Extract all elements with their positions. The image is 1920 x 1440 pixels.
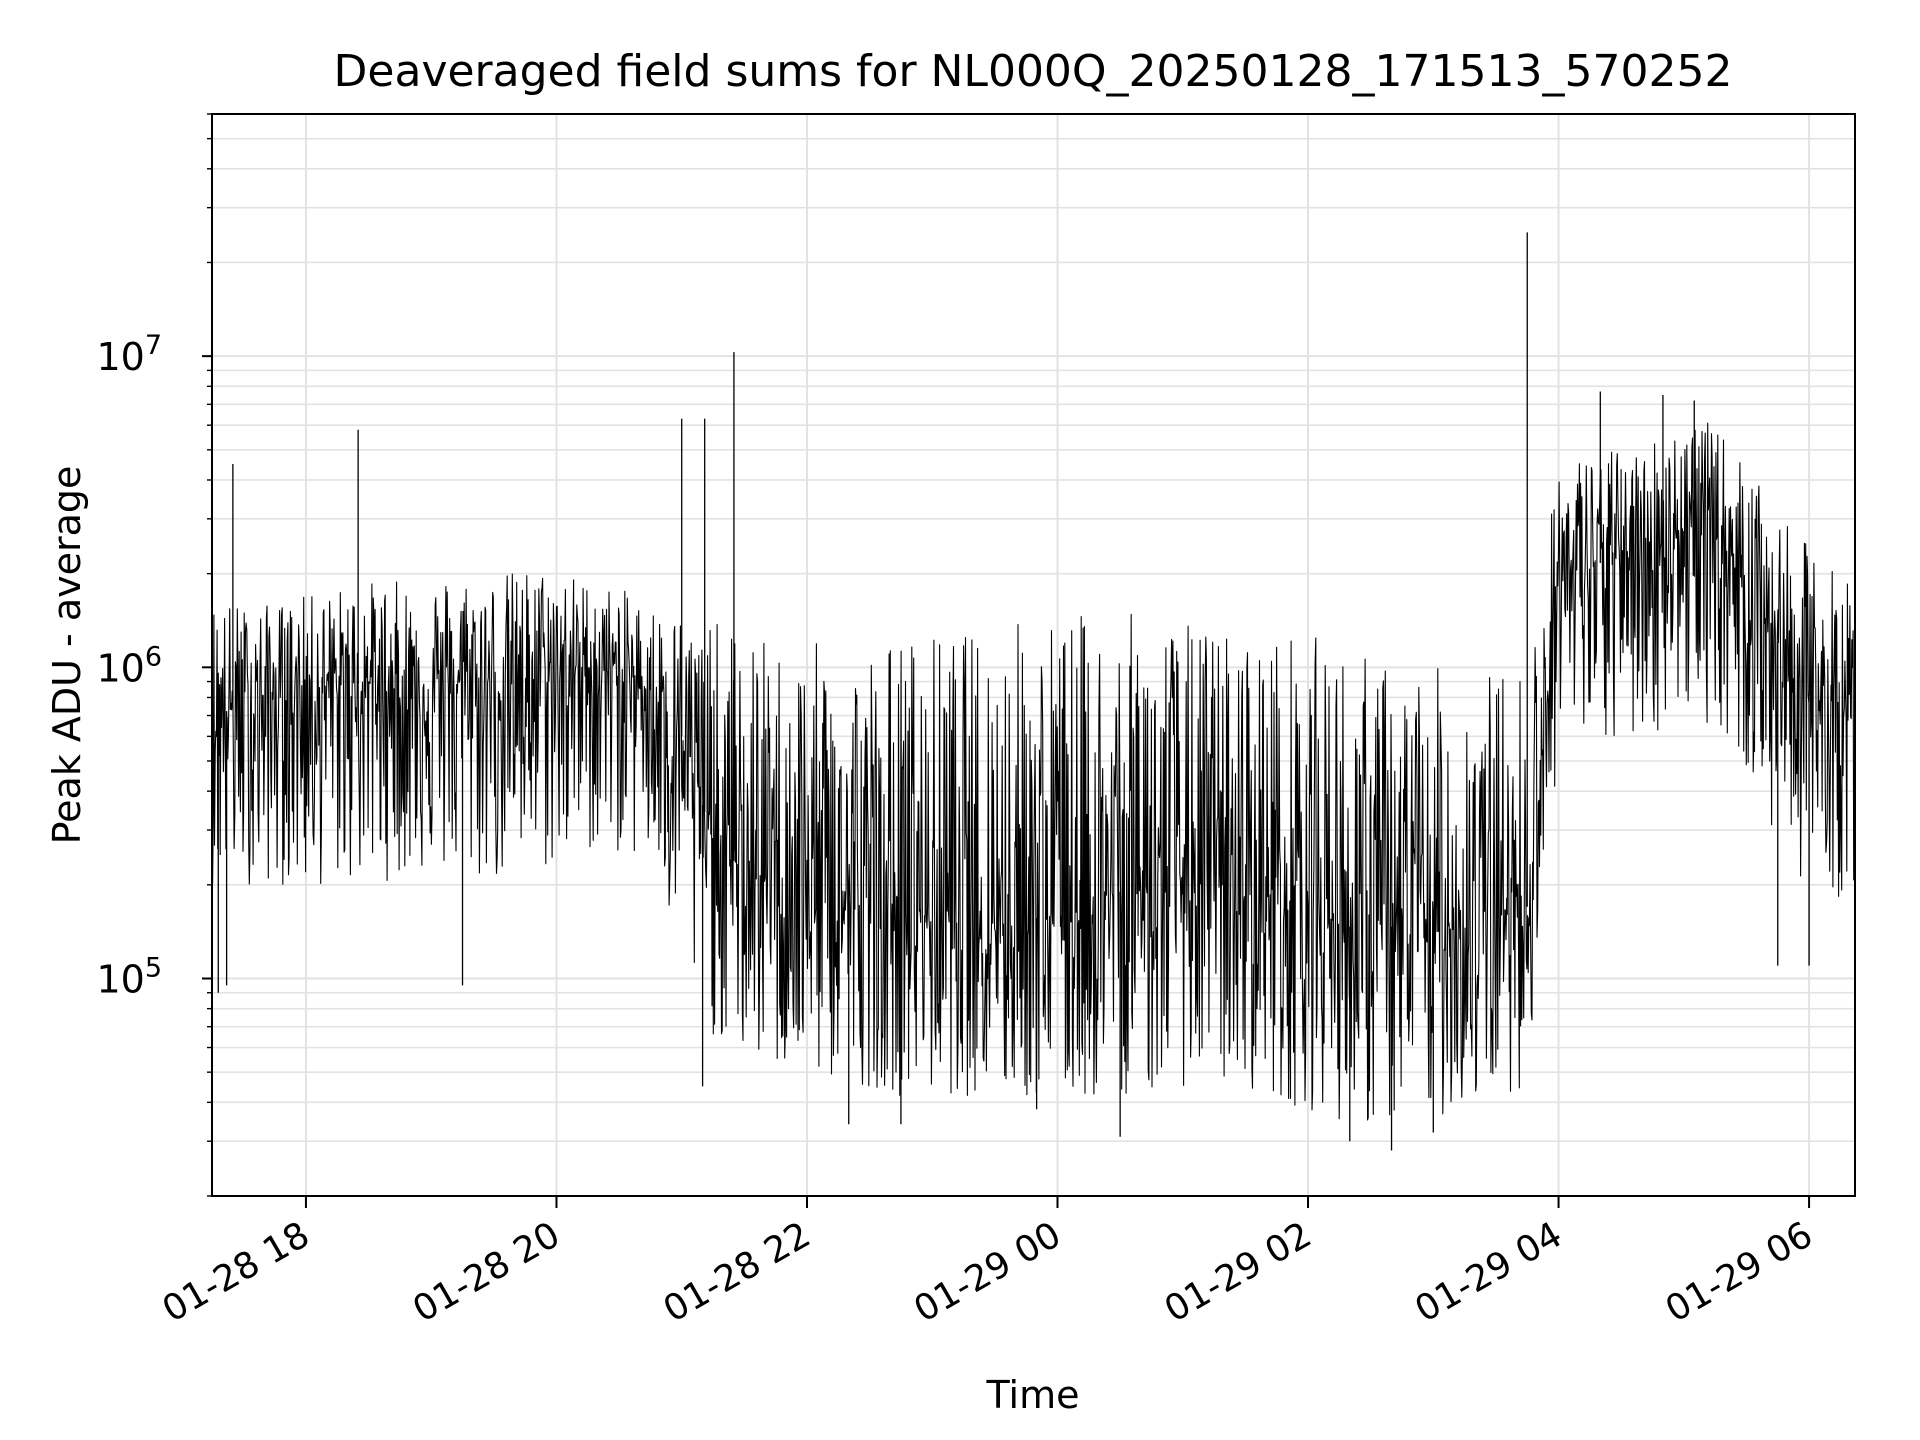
x-tick-label: 01-28 22 (657, 1214, 818, 1330)
plot-frame (211, 113, 1856, 1197)
y-axis: 105 106 107 (96, 113, 212, 1197)
x-tick-label: 01-29 04 (1408, 1214, 1569, 1330)
chart-title: Deaveraged field sums for NL000Q_2025012… (334, 46, 1733, 97)
x-axis: 01-28 18 01-28 20 01-28 22 01-29 00 01-29 02… (156, 1196, 1820, 1331)
x-tick-label: 01-28 20 (406, 1214, 567, 1330)
y-tick-label: 106 (96, 641, 162, 690)
x-axis-label: Time (986, 1373, 1080, 1417)
x-tick-label: 01-28 18 (156, 1214, 317, 1330)
y-tick-label: 105 (96, 952, 162, 1001)
y-tick-label: 107 (96, 330, 162, 379)
x-tick-label: 01-29 00 (907, 1214, 1068, 1330)
y-axis-label: Peak ADU - average (45, 466, 89, 845)
series-line (211, 232, 1856, 1151)
x-tick-label: 01-29 02 (1158, 1214, 1319, 1330)
data-line (211, 422, 1856, 1121)
x-tick-label: 01-29 06 (1659, 1214, 1820, 1330)
